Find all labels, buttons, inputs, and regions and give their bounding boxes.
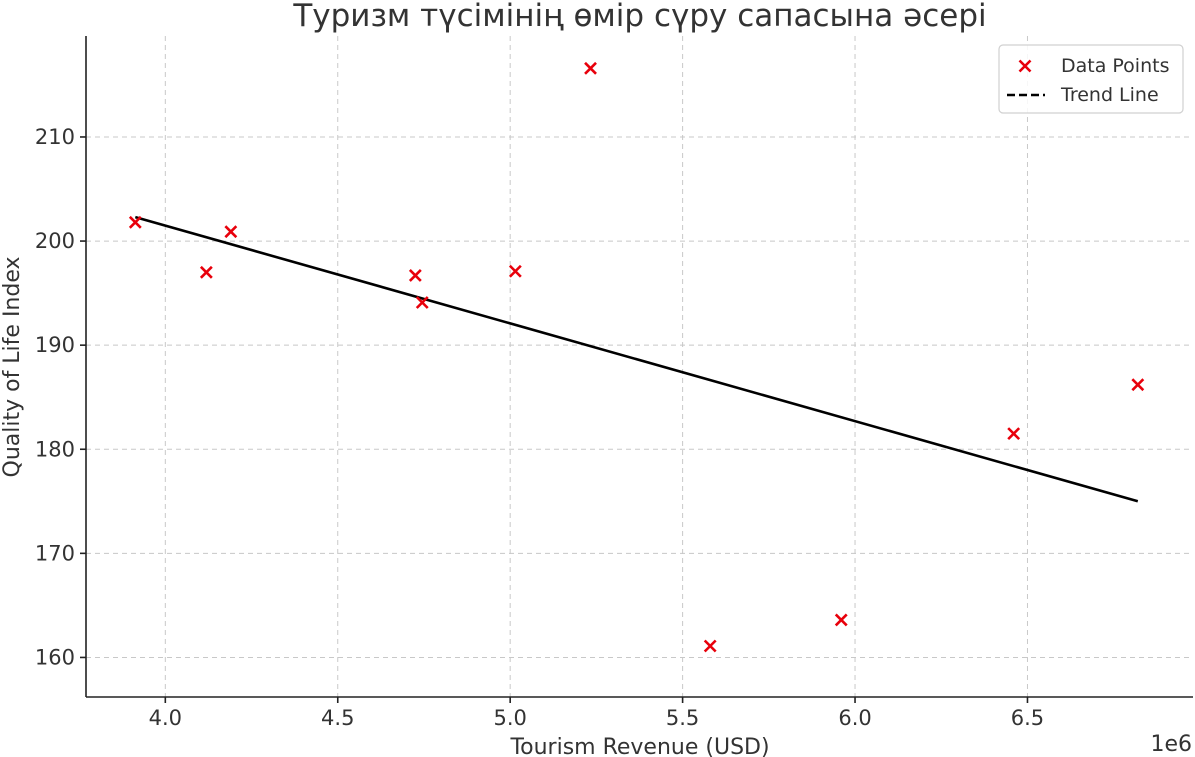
data-point-marker — [834, 613, 848, 627]
x-tick-label: 6.5 — [1011, 706, 1044, 730]
axes: 4.0 4.5 5.0 5.5 6.0 6.5 160 170 180 190 200 210 — [35, 36, 1193, 730]
trend-line — [134, 215, 1139, 503]
x-axis-label: Tourism Revenue (USD) — [509, 735, 769, 757]
data-point-marker — [224, 225, 238, 239]
data-point-marker — [703, 639, 717, 653]
grid-lines — [86, 36, 1193, 697]
data-point-marker — [128, 215, 142, 229]
data-point-marker — [415, 296, 429, 309]
legend-marker-data-points — [1018, 59, 1032, 73]
legend: Data Points Trend Line — [998, 44, 1184, 114]
data-point-marker — [199, 265, 213, 279]
data-point-marker — [1007, 427, 1021, 441]
trend-line-layer — [134, 215, 1139, 503]
y-tick-label: 170 — [35, 541, 75, 565]
data-point-marker — [408, 268, 422, 282]
legend-label-data-points: Data Points — [1061, 55, 1169, 77]
x-tick-label: 4.5 — [321, 706, 354, 730]
x-tick-label: 4.0 — [149, 706, 182, 730]
x-tick-label: 5.0 — [493, 706, 526, 730]
y-tick-label: 190 — [35, 333, 75, 357]
data-point-marker — [508, 264, 522, 278]
y-tick-label: 200 — [35, 229, 75, 253]
chart-title: Туризм түсімінің өмір сүру сапасына әсер… — [292, 0, 986, 34]
data-points-layer — [128, 61, 1145, 653]
x-tick-label: 6.0 — [838, 706, 871, 730]
data-point-marker — [1131, 378, 1145, 392]
y-axis-label: Quality of Life Index — [0, 256, 25, 477]
x-axis-offset-label: 1e6 — [1150, 732, 1192, 757]
y-tick-label: 180 — [35, 437, 75, 461]
x-tick-label: 5.5 — [666, 706, 699, 730]
legend-label-trend-line: Trend Line — [1060, 84, 1159, 106]
y-tick-label: 160 — [35, 645, 75, 669]
data-point-marker — [584, 61, 597, 75]
y-tick-label: 210 — [35, 125, 75, 149]
